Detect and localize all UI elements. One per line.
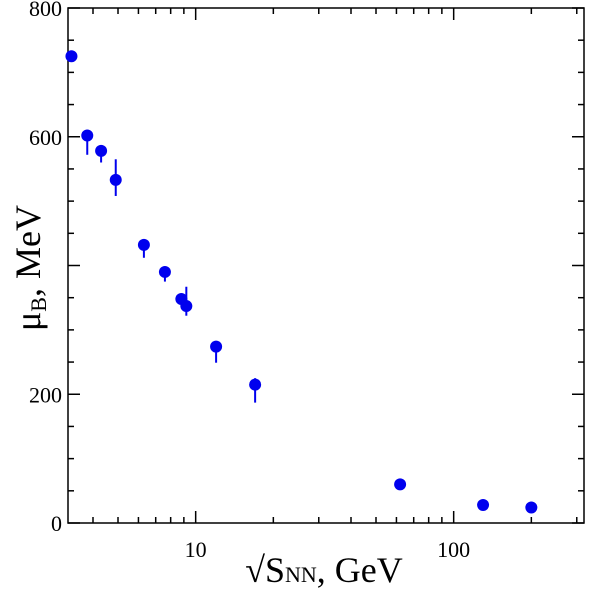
data-point (210, 340, 223, 353)
data-point (137, 238, 150, 251)
y-axis-title: μB, MeV (8, 205, 51, 331)
y-axis-title-suffix: , MeV (8, 205, 48, 297)
y-tick-label: 600 (29, 125, 62, 150)
x-axis-title: √SNN, GeV (245, 550, 403, 590)
y-tick-label: 0 (51, 511, 62, 536)
data-point (525, 501, 538, 514)
x-tick-label: 100 (437, 537, 470, 562)
x-axis-title-subscript: NN (285, 562, 317, 587)
tick-labels: 0 200 600 800 10 100 (29, 0, 470, 562)
data-point (65, 50, 78, 63)
data-point (109, 173, 122, 186)
data-point (249, 378, 262, 391)
x-axis-title-prefix: √S (245, 550, 285, 590)
plot-frame (67, 7, 585, 524)
y-tick-label: 800 (29, 0, 62, 21)
data-point (81, 129, 94, 142)
x-tick-label: 10 (185, 537, 207, 562)
data-points (65, 50, 538, 514)
x-axis-title-suffix: , GeV (317, 550, 403, 590)
data-point (180, 300, 193, 313)
y-axis-title-subscript: B (26, 297, 51, 312)
data-point (158, 265, 171, 278)
data-point (477, 498, 490, 511)
data-point (95, 144, 108, 157)
y-axis-title-main: μ (8, 312, 48, 331)
y-tick-label: 200 (29, 382, 62, 407)
tick-marks (68, 7, 584, 524)
data-point (394, 478, 407, 491)
